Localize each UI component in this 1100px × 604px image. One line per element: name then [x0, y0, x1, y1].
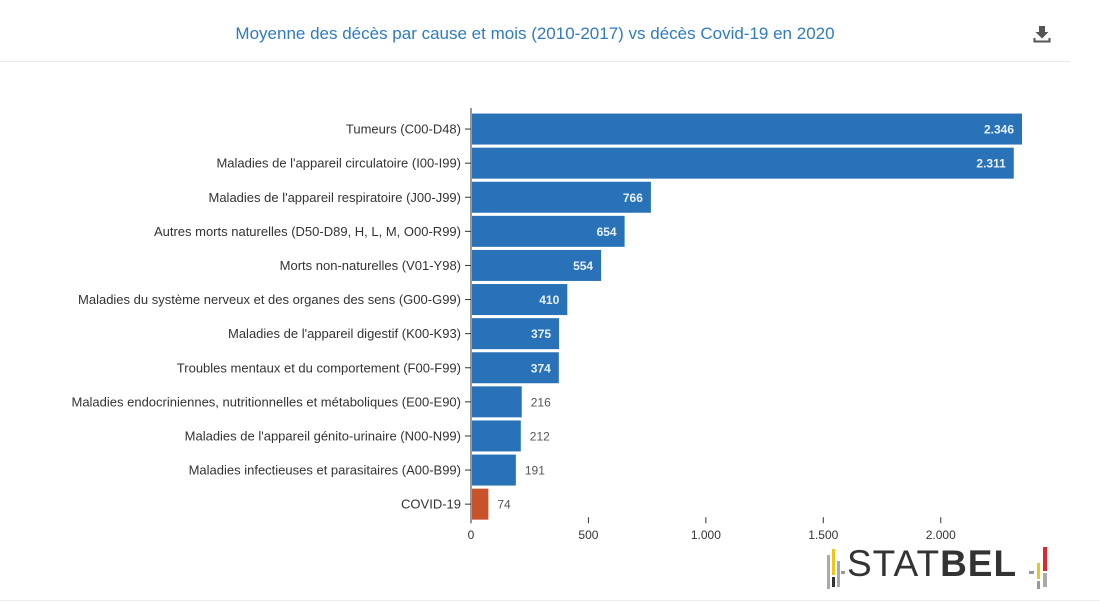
bar	[472, 454, 516, 486]
category-label: Maladies endocriniennes, nutritionnelles…	[71, 394, 461, 409]
category-label: Maladies de l'appareil génito-urinaire (…	[185, 428, 461, 443]
bar	[472, 386, 522, 418]
category-label: Autres morts naturelles (D50-D89, H, L, …	[154, 224, 461, 239]
category-label: COVID-19	[401, 497, 461, 512]
bar	[472, 488, 489, 520]
bar	[472, 318, 560, 350]
category-label: Maladies de l'appareil respiratoire (J00…	[209, 190, 462, 205]
bar	[472, 284, 568, 316]
download-icon[interactable]	[1032, 24, 1052, 44]
category-label: Maladies du système nerveux et des organ…	[78, 292, 461, 307]
data-label: 74	[497, 498, 511, 512]
data-label: 216	[531, 395, 551, 409]
data-label: 374	[531, 361, 551, 375]
bar	[472, 420, 521, 452]
category-label: Troubles mentaux et du comportement (F00…	[177, 360, 461, 375]
x-tick-label: 500	[578, 528, 598, 542]
logo-bars-left-icon	[827, 549, 845, 589]
chart-title: Moyenne des décès par cause et mois (201…	[235, 24, 835, 43]
category-label: Maladies de l'appareil digestif (K00-K93…	[228, 326, 461, 341]
header-divider	[0, 61, 1070, 62]
category-label: Morts non-naturelles (V01-Y98)	[280, 258, 461, 273]
data-label: 766	[623, 191, 643, 205]
bar	[472, 181, 651, 213]
data-label: 191	[525, 464, 545, 478]
category-label: Maladies infectieuses et parasitaires (A…	[189, 463, 461, 478]
data-label: 212	[530, 429, 550, 443]
logo-text: STATBEL	[847, 543, 1017, 585]
bar	[472, 215, 625, 247]
data-label: 2.346	[984, 123, 1014, 137]
bar	[472, 249, 602, 281]
x-tick-label: 0	[468, 528, 475, 542]
data-label: 410	[539, 293, 559, 307]
category-label: Maladies de l'appareil circulatoire (I00…	[216, 156, 461, 171]
category-label: Tumeurs (C00-D48)	[346, 122, 461, 137]
x-tick-label: 1.500	[808, 528, 838, 542]
logo-text-bold: BEL	[940, 543, 1018, 584]
footer-divider	[0, 600, 1100, 601]
bar	[472, 147, 1014, 179]
statbel-logo: STATBEL	[825, 543, 1065, 593]
bar	[472, 352, 559, 384]
data-label: 654	[597, 225, 617, 239]
logo-text-light: STAT	[847, 543, 941, 584]
x-tick-label: 2.000	[926, 528, 956, 542]
data-label: 554	[573, 259, 593, 273]
logo-bars-right-icon	[1029, 547, 1047, 589]
data-label: 375	[531, 327, 551, 341]
data-label: 2.311	[976, 157, 1006, 171]
bar	[472, 113, 1022, 145]
x-tick-label: 1.000	[691, 528, 721, 542]
